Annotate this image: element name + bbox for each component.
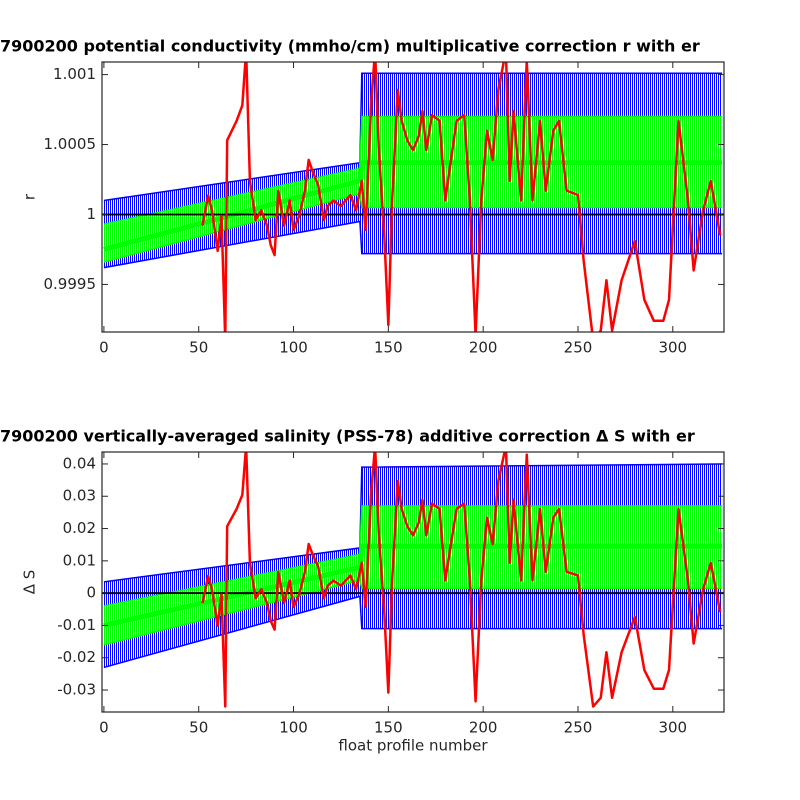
y-tick-label: 0.01 (63, 551, 96, 569)
y-tick-label: 0.03 (63, 487, 96, 505)
error-edge (103, 72, 723, 202)
y-tick-label: 1.0005 (44, 135, 97, 153)
error-edge (103, 192, 723, 263)
axes-box (101, 61, 725, 333)
y-tick-label: 0.02 (63, 519, 96, 537)
y-tick-label: 0.04 (63, 454, 96, 472)
error-edge (103, 595, 723, 669)
chart-title: 7900200 vertically-averaged salinity (PS… (0, 427, 695, 446)
x-tick-label: 250 (564, 719, 593, 737)
error-edge (103, 220, 723, 269)
x-tick-label: 50 (189, 719, 208, 737)
x-tick-label: 200 (469, 339, 498, 357)
error-band (103, 116, 723, 263)
plot: 0.04 0.03 0.02 0.01 0 -0.01 -0.02 -0.03 0 50 100 15… (0, 427, 725, 755)
x-tick-label: 300 (658, 719, 687, 737)
data-line (201, 62, 722, 332)
chart-title: 7900200 potential conductivity (mmho/cm)… (0, 37, 700, 56)
y-tick-label: -0.01 (57, 616, 96, 634)
error-edge (103, 579, 723, 646)
x-tick-label: 50 (189, 339, 208, 357)
data-line (201, 452, 722, 708)
axes-box (101, 451, 725, 713)
x-tick-label: 0 (99, 339, 109, 357)
error-band (103, 505, 723, 645)
plot-area (102, 62, 724, 332)
x-tick-label: 100 (279, 719, 308, 737)
error-edge (103, 463, 723, 583)
y-tick-label: 0 (86, 584, 96, 602)
fit-line (103, 543, 723, 628)
error-edge (103, 115, 723, 226)
plot-area (102, 452, 724, 708)
y-tick-label: -0.03 (57, 681, 96, 699)
x-tick-label: 150 (374, 719, 403, 737)
x-tick-label: 150 (374, 339, 403, 357)
y-tick-label: -0.02 (57, 648, 96, 666)
y-axis-label: r (21, 193, 39, 200)
plot: 1.001 1.0005 1 0.9995 0 50 100 150 200 250 300 7900… (0, 37, 725, 357)
x-tick-label: 300 (658, 339, 687, 357)
x-tick-label: 250 (564, 339, 593, 357)
x-tick-label: 200 (469, 719, 498, 737)
x-tick-label: 100 (279, 339, 308, 357)
y-tick-label: 0.9995 (44, 275, 97, 293)
y-tick-label: 1.001 (53, 65, 96, 83)
x-axis-label: float profile number (338, 737, 488, 755)
y-axis-label: Δ S (21, 570, 39, 595)
error-edge (103, 505, 723, 607)
y-tick-label: 1 (86, 205, 96, 223)
x-tick-label: 0 (99, 719, 109, 737)
